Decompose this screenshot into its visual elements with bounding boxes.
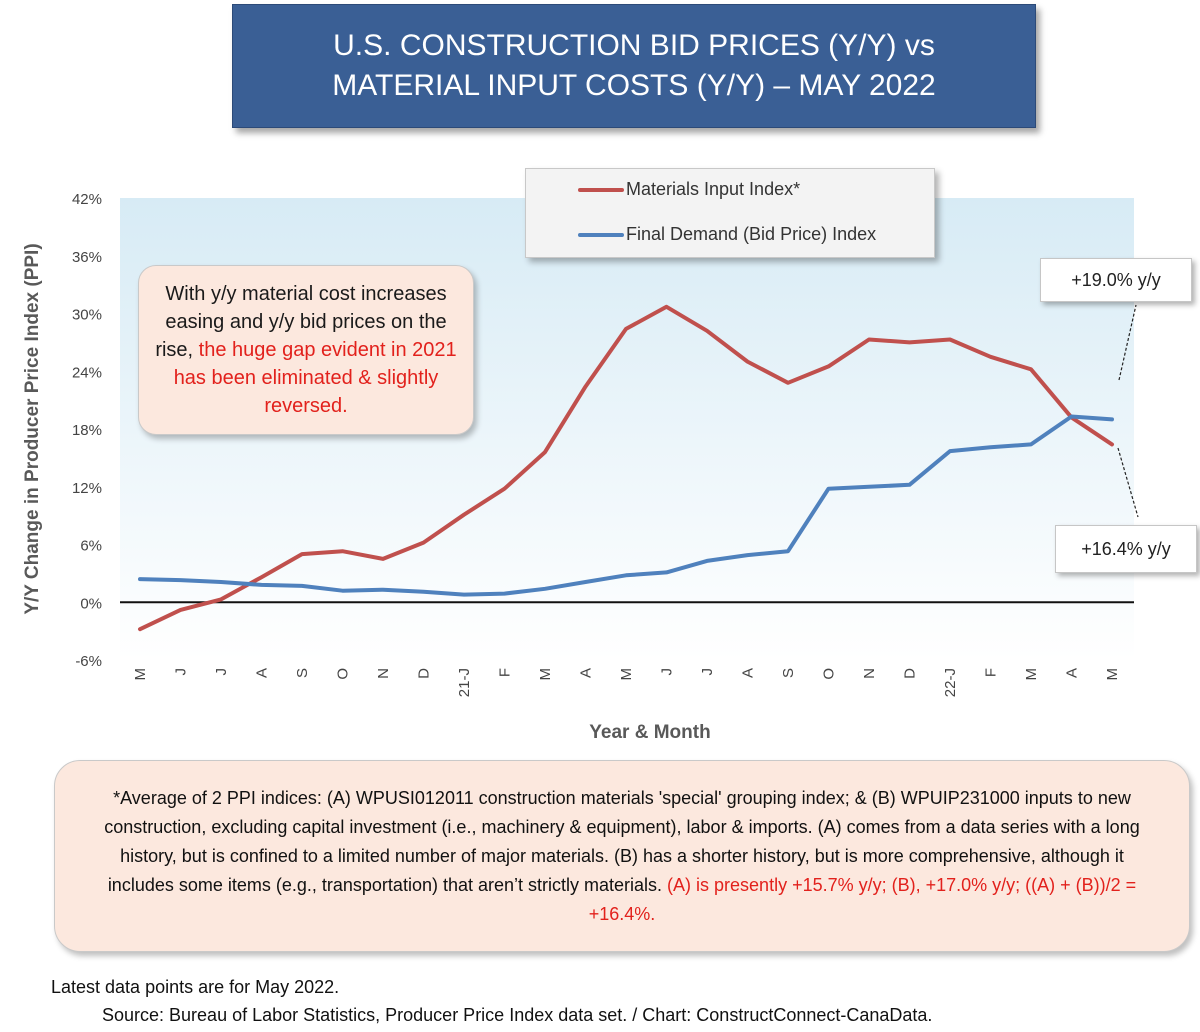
series-line-materials-input [138, 304, 1114, 632]
x-tick-label: S [294, 668, 311, 678]
footnote-plain: *Average of 2 PPI indices: (A) WPUSI0120… [104, 787, 1140, 895]
legend-swatch-final-demand [578, 232, 624, 237]
insight-callout-highlight: the huge gap evident in 2021 has been el… [173, 339, 457, 417]
x-tick-label: M [132, 668, 149, 681]
legend-item-final-demand: Final Demand (Bid Price) Index [578, 224, 876, 245]
x-tick-label: D [902, 668, 919, 679]
y-tick-label: 18% [72, 422, 102, 439]
footnote-highlight: (A) is presently +15.7% y/y; (B), +17.0%… [588, 874, 1137, 924]
legend-label-materials: Materials Input Index* [626, 179, 801, 199]
legend-label-final-demand: Final Demand (Bid Price) Index [626, 224, 877, 244]
methodology-footnote: *Average of 2 PPI indices: (A) WPUSI0120… [54, 760, 1190, 952]
chart-title-line-2: MATERIAL INPUT COSTS (Y/Y) – MAY 2022 [332, 69, 936, 102]
x-tick-label: N [375, 668, 392, 679]
series-lines [138, 304, 1114, 632]
y-tick-label: 12% [72, 480, 102, 497]
y-tick-label: 36% [72, 249, 102, 266]
x-tick-label: F [497, 668, 514, 677]
chart-title-banner: U.S. CONSTRUCTION BID PRICES (Y/Y) vs MA… [232, 4, 1036, 128]
insight-callout: With y/y material cost increases easing … [138, 265, 474, 435]
y-axis-title: Y/Y Change in Producer Price Index (PPI) [22, 243, 43, 614]
x-tick-label: A [578, 668, 595, 678]
x-tick-label: O [821, 668, 838, 680]
y-tick-label: 24% [72, 364, 102, 381]
x-tick-label: A [1064, 668, 1081, 678]
x-tick-label: J [173, 668, 190, 676]
x-tick-label: M [618, 668, 635, 681]
insight-callout-text: With y/y material cost increases easing … [153, 280, 459, 420]
y-tick-label: 6% [80, 538, 102, 555]
x-tick-label: S [780, 668, 797, 678]
y-tick-label: 30% [72, 307, 102, 324]
x-tick-label: O [335, 668, 352, 680]
x-tick-label: M [1104, 668, 1121, 681]
x-tick-label: M [537, 668, 554, 681]
x-tick-label: N [861, 668, 878, 679]
y-tick-label: -6% [75, 653, 102, 670]
x-tick-label: D [416, 668, 433, 679]
final-demand-value-tag: +19.0% y/y [1040, 258, 1192, 302]
y-axis-tick-labels: -6% 0% 6% 12% 18% 24% 30% 36% 42% [72, 191, 102, 670]
latest-data-note: Latest data points are for May 2022. [51, 977, 340, 997]
source-note: Source: Bureau of Labor Statistics, Prod… [102, 1005, 933, 1025]
materials-value-tag: +16.4% y/y [1055, 525, 1197, 573]
x-tick-label: F [983, 668, 1000, 677]
x-axis-title: Year & Month [589, 722, 710, 743]
x-axis-tick-labels: M J J A S O N D 21-J F M A M J J A S O N D 22-J F M A M [132, 668, 1121, 697]
legend-swatch-materials [578, 187, 624, 192]
methodology-footnote-text: *Average of 2 PPI indices: (A) WPUSI0120… [85, 784, 1159, 929]
x-tick-label: 21-J [456, 668, 473, 697]
series-line-final-demand [138, 414, 1114, 597]
x-tick-label: J [699, 668, 716, 676]
chart-legend: Materials Input Index* Final Demand (Bid… [525, 168, 935, 258]
chart-title-line-1: U.S. CONSTRUCTION BID PRICES (Y/Y) vs [333, 29, 935, 62]
legend-item-materials: Materials Input Index* [578, 179, 800, 200]
x-tick-label: J [659, 668, 676, 676]
y-tick-label: 42% [72, 191, 102, 208]
leader-line-final-demand [1118, 304, 1137, 381]
x-tick-label: A [254, 668, 271, 678]
x-tick-label: A [740, 668, 757, 678]
x-tick-label: J [213, 668, 230, 676]
x-tick-label: 22-J [942, 668, 959, 697]
y-tick-label: 0% [80, 595, 102, 612]
leader-line-materials [1117, 447, 1139, 518]
insight-callout-plain: With y/y material cost increases easing … [155, 283, 447, 361]
x-tick-label: M [1023, 668, 1040, 681]
